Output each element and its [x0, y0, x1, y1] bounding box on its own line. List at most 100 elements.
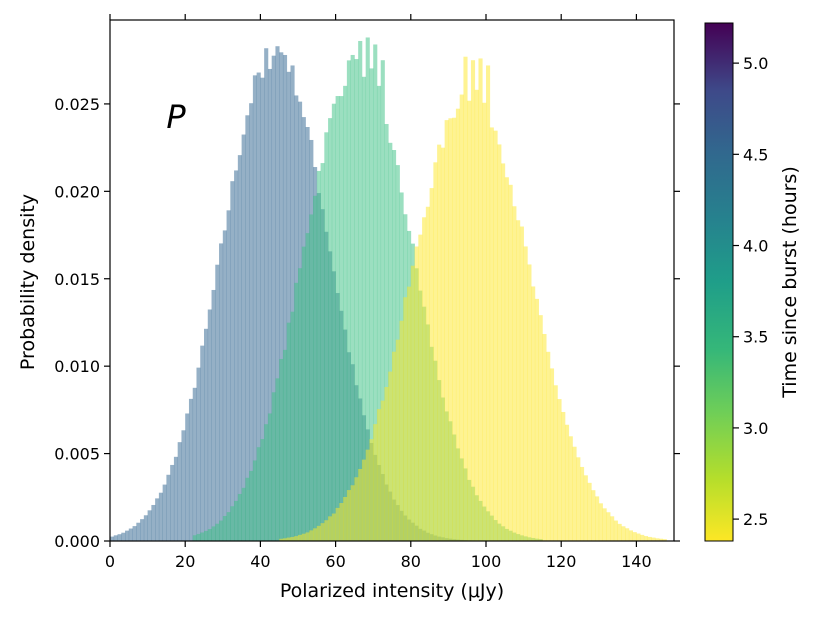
bar — [546, 351, 551, 541]
bar — [534, 298, 539, 541]
bar — [501, 163, 506, 541]
bar — [252, 460, 257, 541]
bar — [339, 503, 344, 541]
bar — [504, 177, 509, 541]
bar — [591, 490, 596, 541]
bar — [230, 181, 235, 541]
bar — [403, 297, 408, 541]
bar — [369, 439, 374, 541]
bar — [478, 58, 483, 541]
bar — [328, 118, 333, 541]
bar — [286, 537, 291, 541]
bar — [343, 85, 348, 541]
bar — [350, 54, 355, 541]
bar — [110, 536, 115, 541]
bar — [463, 56, 468, 541]
y-tick-label: 0.000 — [54, 532, 100, 551]
bar — [474, 89, 479, 541]
bar — [219, 520, 224, 541]
bar — [313, 528, 318, 541]
bar — [361, 459, 367, 541]
bar — [350, 485, 355, 541]
bar — [200, 345, 205, 541]
bar — [275, 46, 280, 541]
bar — [376, 85, 382, 541]
bar — [279, 358, 284, 541]
colorbar-tick-label: 2.5 — [743, 510, 768, 529]
bar — [324, 520, 329, 541]
bar — [628, 530, 633, 541]
bar — [185, 413, 190, 541]
bar — [226, 210, 231, 541]
bar — [662, 539, 667, 541]
bar — [632, 532, 637, 541]
bar — [301, 246, 306, 541]
x-tick-label: 0 — [105, 552, 115, 571]
bar — [294, 282, 299, 541]
bar — [316, 170, 321, 541]
bar — [177, 442, 182, 541]
bar — [410, 265, 415, 541]
bar — [587, 482, 592, 541]
bar — [655, 538, 660, 541]
x-tick-label: 100 — [471, 552, 502, 571]
bar — [125, 530, 130, 541]
bar — [538, 315, 543, 541]
bar — [117, 534, 122, 541]
bar — [215, 523, 220, 541]
bar — [610, 516, 615, 541]
bar — [444, 120, 449, 541]
bar — [459, 94, 464, 541]
bar — [376, 409, 382, 541]
bar — [237, 155, 242, 541]
bar — [245, 115, 250, 541]
bar — [211, 526, 216, 541]
bar — [384, 124, 389, 541]
bar — [320, 163, 325, 541]
x-axis-ticks: 0 20 40 60 80 100 120 140 — [105, 14, 652, 571]
bar — [316, 525, 321, 541]
bar — [309, 530, 314, 541]
bar — [553, 385, 558, 541]
bar — [613, 520, 618, 541]
colorbar — [704, 22, 734, 542]
bar — [384, 386, 389, 541]
bar — [267, 68, 273, 541]
bar — [252, 75, 257, 541]
bar — [113, 535, 118, 541]
bar — [455, 108, 461, 541]
bar — [173, 456, 179, 541]
bar — [282, 54, 288, 541]
bar — [512, 206, 517, 541]
bar — [166, 474, 171, 541]
bar — [313, 195, 318, 541]
bar — [271, 55, 276, 541]
bar — [192, 387, 197, 541]
bar — [298, 268, 303, 541]
bar — [245, 477, 250, 541]
bar — [204, 530, 209, 541]
colorbar-tick-label: 3.0 — [743, 419, 768, 438]
bar — [425, 206, 430, 541]
bar — [647, 536, 652, 541]
y-axis-ticks: 0.000 0.005 0.010 0.015 0.020 0.025 — [54, 95, 680, 551]
bar — [365, 449, 370, 541]
bar — [219, 243, 224, 541]
bar — [418, 234, 423, 541]
bar — [188, 398, 194, 541]
bar — [196, 367, 201, 541]
bar — [392, 150, 397, 541]
y-tick-label: 0.015 — [54, 270, 100, 289]
bar — [489, 127, 494, 541]
bar — [606, 512, 611, 541]
bar — [234, 500, 239, 541]
bar — [531, 286, 536, 541]
y-tick-label: 0.010 — [54, 357, 100, 376]
bar — [437, 144, 442, 541]
bar — [324, 132, 329, 541]
bar — [433, 162, 438, 541]
x-tick-label: 120 — [546, 552, 577, 571]
bar — [140, 519, 145, 541]
bar — [158, 492, 163, 541]
bar — [470, 60, 476, 541]
